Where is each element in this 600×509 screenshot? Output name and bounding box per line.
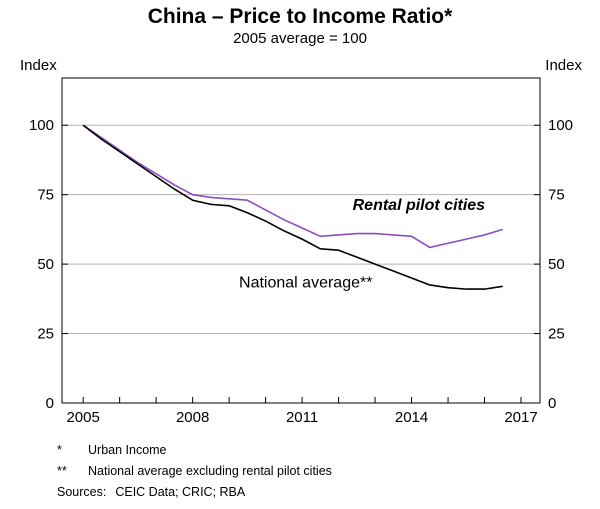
footnote-row: ** National average excluding rental pil… [57,461,580,482]
y-tick-label-left: 25 [37,326,54,343]
x-tick-label: 2011 [286,409,318,426]
footnote-text: National average excluding rental pilot … [88,464,332,478]
y-tick-label-left: 100 [29,117,54,134]
sources-row: Sources: CEIC Data; CRIC; RBA [57,482,580,503]
y-tick-label-right: 50 [548,256,565,273]
y-tick-label-left: 75 [37,187,54,204]
x-tick-label: 2014 [395,409,428,426]
series-line [82,124,504,249]
footnote-marker: ** [57,464,67,478]
series-line [82,124,503,290]
sources-text: CEIC Data; CRIC; RBA [115,485,246,499]
y-tick-label-right: 0 [548,395,556,412]
chart-subtitle: 2005 average = 100 [233,30,367,47]
y-tick-label-right: 75 [548,187,565,204]
series-annotation: National average** [239,275,372,292]
sources-label: Sources: [57,485,107,499]
x-tick-label: 2008 [176,409,209,426]
page-title: China – Price to Income Ratio* [147,5,453,28]
footnote-text: Urban Income [88,443,167,457]
axis-frame [61,77,541,404]
series-annotation: Rental pilot cities [353,197,486,214]
chart-canvas: 0 0 25 25 50 50 75 75 100 100 2005 2008 2011 2014 2017… [29,77,573,426]
footnote-marker: * [57,443,62,457]
y-tick-label-left: 50 [37,256,54,273]
index-axis-label-left: Index [20,57,57,74]
footnotes: * Urban Income ** National average exclu… [0,430,600,503]
x-tick-label: 2017 [504,409,537,426]
x-tick-label: 2005 [66,409,99,426]
footnote-row: * Urban Income [57,440,580,461]
y-tick-label-right: 25 [548,326,565,343]
price-income-chart: Index Index 0 0 25 25 50 50 75 75 100 100 2005 2008… [20,57,582,426]
y-tick-label-right: 100 [548,117,573,134]
y-tick-label-left: 0 [46,395,54,412]
index-axis-label-right: Index [545,57,582,74]
